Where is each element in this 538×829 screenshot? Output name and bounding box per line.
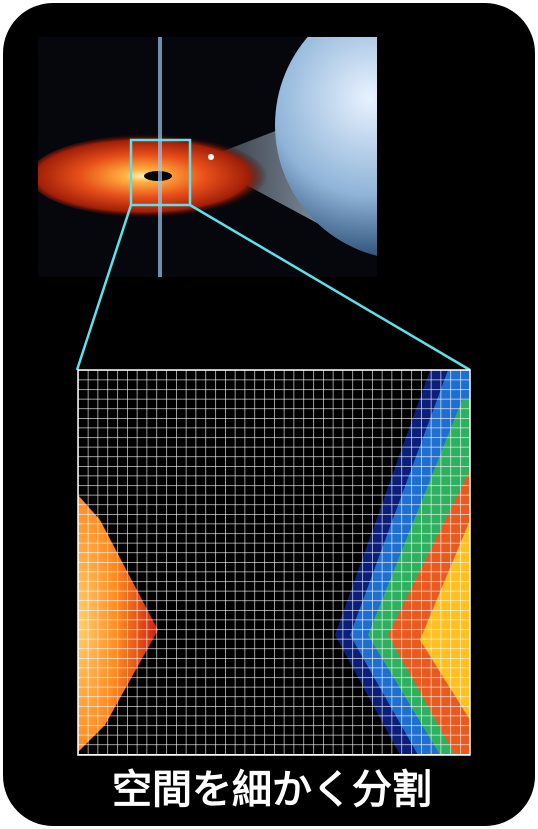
- simulation-grid: [78, 370, 470, 755]
- caption: 空間を細かく分割: [112, 767, 432, 813]
- illustration: 空間を細かく分割: [0, 0, 538, 829]
